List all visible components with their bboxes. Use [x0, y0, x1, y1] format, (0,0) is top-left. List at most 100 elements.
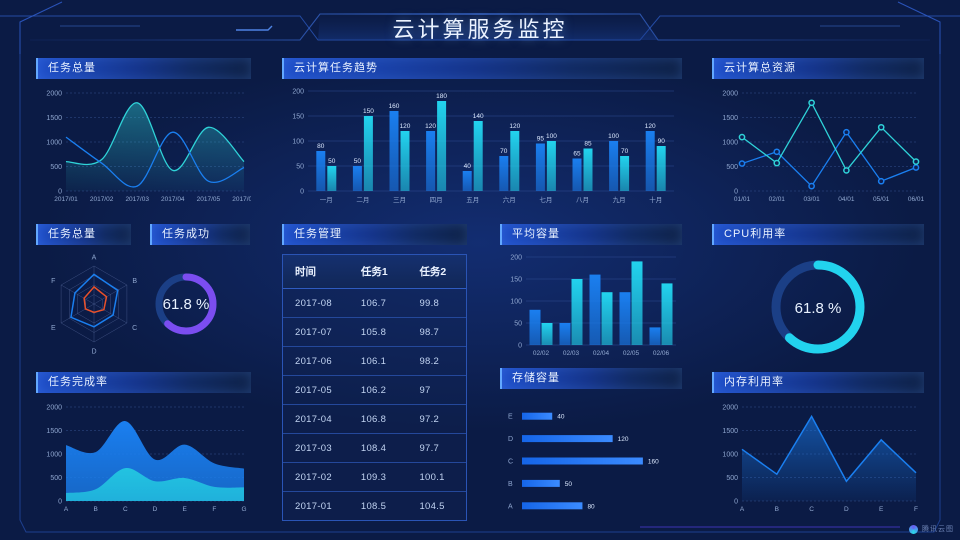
svg-text:100: 100 [608, 133, 619, 140]
table-row[interactable]: 2017-07 105.8 98.7 [283, 317, 466, 347]
svg-text:E: E [51, 325, 56, 332]
panel-title-task-success: 任务成功 [150, 224, 250, 245]
svg-text:100: 100 [292, 139, 304, 146]
table-row[interactable]: 2017-08 106.7 99.8 [283, 288, 466, 318]
svg-text:C: C [809, 506, 814, 513]
svg-text:150: 150 [292, 114, 304, 121]
svg-text:三月: 三月 [393, 196, 406, 204]
svg-text:160: 160 [648, 459, 659, 466]
svg-text:D: D [508, 436, 513, 443]
svg-text:1500: 1500 [722, 115, 738, 122]
table-container[interactable]: 时间 任务1 任务2 2017-08 106.7 99.8 2017-07 105.8 98.… [282, 254, 467, 521]
panel-task-manage: 任务管理 时间 任务1 任务2 2017-08 106.7 99.8 2017-07 105… [282, 224, 467, 521]
chart-task-trend[interactable]: 200 150 100 50 0 一月 80 50 二月 50 150 三月 160 120 四月 120 18… [282, 79, 682, 224]
svg-text:200: 200 [292, 89, 304, 96]
watermark-logo-icon [909, 524, 918, 534]
panel-total-resource: 云计算总资源 2000 1500 1000 500 0 01/01 02/01 03/01 04… [712, 58, 925, 224]
table-cell: 2017-03 [283, 433, 349, 463]
svg-text:50: 50 [565, 481, 573, 488]
svg-text:五月: 五月 [466, 196, 479, 204]
svg-text:A: A [64, 506, 69, 513]
svg-text:50: 50 [514, 321, 522, 328]
chart-total-resource[interactable]: 2000 1500 1000 500 0 01/01 02/01 03/01 04/01 05/0… [712, 79, 924, 224]
table-cell: 108.4 [348, 433, 408, 463]
table-cell: 106.7 [348, 288, 408, 318]
chart-cpu-usage[interactable]: 61.8 % [712, 245, 924, 380]
svg-text:500: 500 [50, 475, 62, 482]
svg-text:2017/01: 2017/01 [54, 196, 78, 203]
table-row[interactable]: 2017-03 108.4 97.7 [283, 433, 466, 463]
svg-text:80: 80 [587, 503, 595, 510]
panel-title-completion: 任务完成率 [36, 372, 251, 393]
chart-memory[interactable]: 2000 1500 1000 500 0 A B C D E F [712, 393, 924, 533]
svg-text:06/01: 06/01 [908, 196, 924, 203]
svg-text:四月: 四月 [430, 196, 443, 204]
svg-text:E: E [508, 414, 513, 421]
svg-text:120: 120 [400, 123, 411, 130]
panel-task-success: 任务成功 [150, 224, 250, 245]
table-row[interactable]: 2017-02 109.3 100.1 [283, 462, 466, 492]
page-title: 云计算服务监控 [392, 17, 568, 42]
svg-text:A: A [92, 255, 97, 262]
svg-text:六月: 六月 [503, 195, 516, 204]
svg-text:1500: 1500 [46, 115, 62, 122]
panel-title-radar: 任务总量 [36, 224, 131, 245]
svg-text:95: 95 [537, 136, 545, 143]
svg-text:70: 70 [621, 148, 629, 155]
svg-text:150: 150 [510, 277, 522, 284]
svg-text:100: 100 [510, 299, 522, 306]
table-cell: 97.2 [407, 404, 466, 434]
table-cell: 106.1 [348, 346, 408, 376]
svg-text:85: 85 [584, 141, 592, 148]
panel-radar: 任务总量 [36, 224, 131, 245]
svg-text:A: A [508, 503, 513, 510]
svg-text:1500: 1500 [722, 428, 738, 435]
svg-text:180: 180 [436, 93, 447, 100]
chart-radar-donut[interactable]: A B C D E F 61.8 % [36, 248, 251, 368]
svg-text:D: D [91, 349, 96, 356]
chart-avg-capacity[interactable]: 200 150 100 50 0 02/02 02/03 02/04 02/05 02/06 [500, 245, 682, 375]
table-cell: 106.2 [348, 375, 408, 405]
panel-task-trend: 云计算任务趋势 200 150 100 50 0 一月 80 50 二月 50 150 三月 160 12… [282, 58, 682, 224]
svg-text:65: 65 [573, 151, 581, 158]
svg-text:61.8 %: 61.8 % [163, 296, 210, 313]
svg-text:02/06: 02/06 [653, 350, 670, 357]
svg-text:90: 90 [658, 138, 666, 145]
svg-text:F: F [212, 506, 216, 513]
svg-text:50: 50 [296, 164, 304, 171]
svg-text:B: B [508, 481, 513, 488]
svg-text:二月: 二月 [356, 196, 369, 204]
panel-title-task-trend: 云计算任务趋势 [282, 58, 682, 79]
chart-storage[interactable]: E 40 D 120 C 160 B 50 A 80 [500, 389, 682, 534]
panel-title-avg-capacity: 平均容量 [500, 224, 682, 245]
svg-text:D: D [844, 506, 849, 513]
table-body[interactable]: 2017-08 106.7 99.8 2017-07 105.8 98.7 2017-06 1… [283, 288, 466, 520]
table-row[interactable]: 2017-06 106.1 98.2 [283, 346, 466, 376]
panel-title-cpu-usage: CPU利用率 [712, 224, 924, 245]
table-cell: 97 [407, 375, 466, 405]
table-cell: 2017-08 [283, 288, 349, 318]
table-row[interactable]: 2017-04 106.8 97.2 [283, 404, 466, 434]
panel-completion: 任务完成率 2000 1500 1000 500 0 A B C D E F G [36, 372, 251, 533]
svg-text:150: 150 [363, 108, 374, 115]
svg-text:500: 500 [726, 164, 738, 171]
chart-completion[interactable]: 2000 1500 1000 500 0 A B C D E F G [36, 393, 251, 533]
table-row[interactable]: 2017-01 108.5 104.5 [283, 491, 466, 520]
svg-text:2000: 2000 [722, 405, 738, 412]
svg-text:40: 40 [464, 163, 472, 170]
table-cell: 2017-07 [283, 317, 349, 347]
table-cell: 97.7 [407, 433, 466, 463]
panel-cpu-usage: CPU利用率 61.8 % [712, 224, 924, 380]
svg-text:02/02: 02/02 [533, 350, 550, 357]
table-header-row: 时间 任务1 任务2 [283, 255, 466, 289]
panel-avg-capacity: 平均容量 200 150 100 50 0 02/02 02/03 02/04 02/05 02/… [500, 224, 682, 375]
chart-total-tasks[interactable]: 2000 1500 1000 500 0 2017/01 2017/02 2017/03 201… [36, 79, 256, 224]
svg-text:F: F [51, 278, 55, 285]
panel-title-task-manage: 任务管理 [282, 224, 467, 245]
svg-text:2000: 2000 [46, 91, 62, 98]
table-row[interactable]: 2017-05 106.2 97 [283, 375, 466, 405]
table-cell: 105.8 [348, 317, 408, 347]
svg-text:B: B [132, 278, 137, 285]
table-cell: 106.8 [348, 404, 408, 434]
task-table[interactable]: 时间 任务1 任务2 2017-08 106.7 99.8 2017-07 105.8 98.… [283, 255, 466, 520]
